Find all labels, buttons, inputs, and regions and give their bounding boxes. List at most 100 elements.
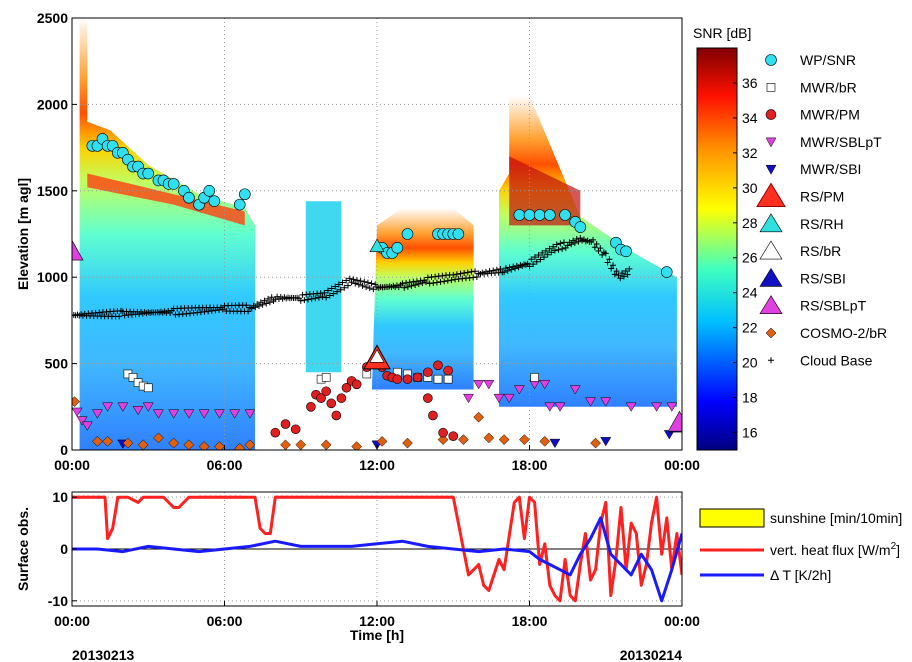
cloud-base-mark <box>620 273 627 280</box>
y-tick-label: 500 <box>45 356 69 372</box>
cosmo-mark <box>214 441 225 450</box>
colorbar-ticks: 16 18 20 22 24 26 28 30 32 34 36 <box>733 75 758 441</box>
cloud-base-mark <box>604 259 611 266</box>
cloud-base-mark <box>624 271 631 278</box>
y-tick-label: 1000 <box>37 269 68 285</box>
y-tick-label: 0 <box>60 442 68 458</box>
cloud-base-mark <box>243 302 250 309</box>
mwr-sblpt-mark <box>117 402 129 412</box>
legend-label-delta-t: Δ T [K/2h] <box>770 567 831 583</box>
mwr-sblpt-mark <box>102 402 114 412</box>
cloud-base-mark <box>544 251 551 258</box>
mwr-sblpt-mark <box>503 393 515 404</box>
cloud-base-mark <box>550 243 557 250</box>
y-tick-label: 10 <box>52 489 68 505</box>
legend-label: RS/SBLpT <box>800 298 867 314</box>
cloud-base-mark <box>533 258 540 265</box>
cloud-base-mark <box>555 246 562 253</box>
cloud-base-mark <box>508 266 515 273</box>
cloud-base-mark <box>453 271 460 278</box>
colorbar-tick-label: 22 <box>742 320 758 336</box>
cloud-base-mark <box>430 280 437 287</box>
cloud-base-mark <box>308 295 315 302</box>
cloud-base-mark <box>602 250 609 257</box>
cloud-base-mark <box>343 277 350 284</box>
cloud-base-mark <box>560 239 567 246</box>
x-tick-label: 18:00 <box>512 613 548 629</box>
colorbar-tick-label: 24 <box>742 285 758 301</box>
cloud-base-mark <box>473 274 480 281</box>
colorbar-tick-label: 32 <box>742 145 758 161</box>
legend-marker-rs-br <box>759 240 783 260</box>
mwr-sbi-mark <box>600 437 612 447</box>
mwr-pm-mark <box>412 372 423 383</box>
cloud-base-mark <box>542 247 549 254</box>
cloud-base-mark <box>341 284 348 291</box>
cloud-base-mark <box>597 245 604 252</box>
cosmo-mark <box>437 434 449 445</box>
cloud-base-mark <box>361 278 368 285</box>
cloud-base-mark <box>457 270 464 277</box>
cloud-base-mark <box>354 277 361 284</box>
bottom-xlabel: Time [h] <box>350 627 404 643</box>
cloud-base-mark <box>328 285 335 292</box>
field-region <box>305 201 342 373</box>
cloud-base-mark <box>326 292 333 299</box>
cloud-base-mark <box>441 278 448 285</box>
legend-top: WP/SNR MWR/bR MWR/PM MWR/SBLpT MWR/SBI RS/PM R… <box>756 52 887 368</box>
cloud-base-mark <box>559 245 566 252</box>
cloud-base-mark <box>444 277 451 284</box>
legend-marker-mwr-sbi <box>765 164 777 175</box>
cosmo-mark <box>519 434 530 445</box>
x-tick-label: 18:00 <box>512 457 548 473</box>
cloud-base-mark <box>539 249 546 256</box>
mwr-sblpt-mark <box>132 406 144 416</box>
cloud-base-mark <box>305 296 312 303</box>
cloud-base-mark <box>370 286 377 293</box>
x-tick-label: 00:00 <box>54 613 90 629</box>
cloud-base-mark <box>468 268 475 275</box>
cosmo-mark <box>280 439 291 450</box>
cloud-base-mark <box>472 268 479 275</box>
top-ticks: 0 500 1000 1500 2000 2500 00:00 06:00 12:00 18:00… <box>37 10 700 473</box>
mwr-pm-mark <box>326 398 337 409</box>
cloud-base-mark <box>245 308 252 315</box>
cloud-base-mark <box>437 278 444 285</box>
top-ylabel: Elevation [m agl] <box>15 178 31 290</box>
cloud-base-mark <box>321 289 328 296</box>
cloud-base-mark <box>219 306 226 313</box>
cloud-base-mark <box>399 280 406 287</box>
wp-snr-mark <box>660 266 673 278</box>
y-tick-label: 1500 <box>37 183 68 199</box>
cloud-base-mark <box>363 284 370 291</box>
legend-label: RS/bR <box>800 243 841 259</box>
cloud-base-mark <box>501 269 508 276</box>
cloud-base-mark <box>497 266 504 273</box>
mwr-sblpt-mark <box>600 397 612 407</box>
mwr-sblpt-mark <box>244 409 256 419</box>
bottom-ylabel: Surface obs. <box>15 507 31 591</box>
cosmo-mark <box>590 437 601 449</box>
cosmo-mark <box>473 411 485 423</box>
cloud-base-mark <box>426 280 433 287</box>
wp-snr-mark <box>391 242 404 254</box>
colorbar <box>696 47 738 451</box>
legend-marker-rs-sbi <box>759 267 783 287</box>
legend-label-sunshine: sunshine [min/10min] <box>770 510 902 526</box>
mwr-br-mark <box>143 383 153 393</box>
mwr-br-mark <box>530 373 539 382</box>
mwr-sblpt-mark <box>513 385 525 395</box>
cloud-base-mark <box>357 277 364 284</box>
mwr-sblpt-mark <box>544 402 556 412</box>
mwr-sblpt-mark <box>463 393 474 404</box>
cosmo-mark <box>376 436 388 447</box>
cloud-base-mark <box>551 247 558 254</box>
mwr-sblpt-mark <box>569 385 581 395</box>
legend-marker-rs-rh <box>759 213 783 233</box>
y-tick-label: 0 <box>60 541 68 557</box>
legend-swatch-sunshine <box>699 508 765 528</box>
cloud-base-mark <box>528 256 535 263</box>
cloud-base-mark <box>319 293 326 300</box>
cloud-base-mark <box>412 281 419 288</box>
cloud-base-mark <box>259 301 266 308</box>
